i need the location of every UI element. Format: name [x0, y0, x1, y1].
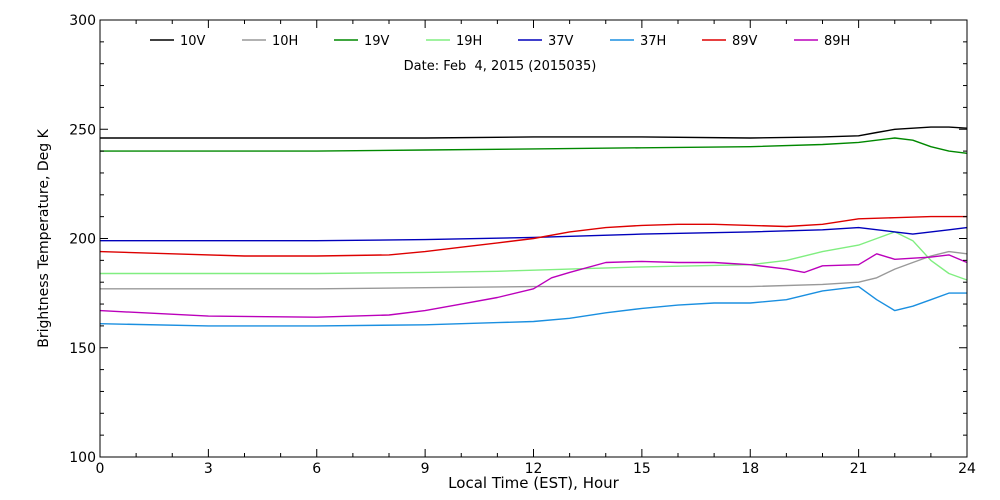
series-line-89v	[99, 215, 967, 257]
x-tick-label: 12	[525, 461, 543, 477]
legend: 10V 10H 19V 19H 37V 37H 89V 89H	[150, 34, 850, 49]
series-line-89h	[99, 253, 968, 318]
legend-label-37h: 37H	[640, 34, 666, 49]
y-tick-label: 300	[69, 13, 96, 29]
legend-label-37v: 37V	[548, 34, 574, 49]
legend-label-89v: 89V	[732, 34, 758, 49]
x-tick-label: 21	[850, 461, 868, 477]
y-tick-label: 250	[69, 122, 96, 138]
x-tick-label: 3	[204, 461, 213, 477]
y-tick-label: 150	[69, 341, 96, 357]
x-tick-label: 9	[421, 461, 430, 477]
legend-label-10h: 10H	[272, 34, 298, 49]
x-tick-label: 6	[312, 461, 321, 477]
x-tick-label: 15	[633, 461, 651, 477]
x-tick-label: 24	[958, 461, 976, 477]
series-line-19v	[100, 137, 968, 154]
legend-label-89h: 89H	[824, 34, 850, 49]
legend-label-19v: 19V	[364, 34, 390, 49]
series-line-10v	[100, 126, 968, 139]
series-line-19h	[100, 231, 968, 281]
y-tick-label: 200	[69, 232, 96, 248]
x-axis-label: Local Time (EST), Hour	[448, 474, 619, 492]
axes-layer: 0 3 6 9 12 15 18 21 24 100 150 200 250 300	[69, 13, 976, 477]
legend-label-10v: 10V	[180, 34, 206, 49]
series-line-37v	[100, 226, 968, 242]
y-axis-label: Brightness Temperature, Deg K	[36, 128, 52, 347]
legend-label-19h: 19H	[456, 34, 482, 49]
series-layer	[99, 126, 968, 327]
series-line-37h	[99, 285, 967, 327]
x-tick-label: 18	[741, 461, 759, 477]
y-tick-label: 100	[69, 450, 96, 466]
date-annotation: Date: Feb 4, 2015 (2015035)	[404, 59, 597, 74]
x-tick-label: 0	[96, 461, 105, 477]
